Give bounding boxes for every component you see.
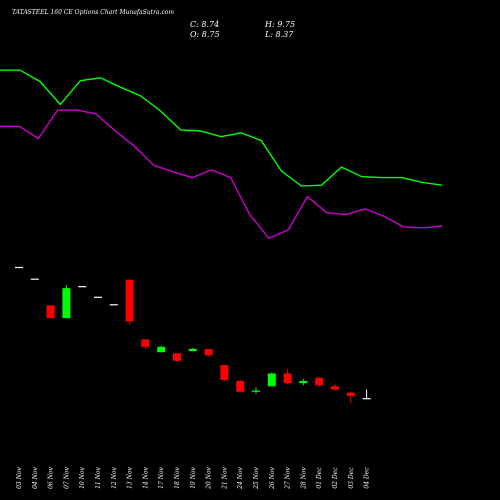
candle-body bbox=[299, 381, 308, 384]
open-label: O: 8.75 bbox=[190, 30, 220, 39]
candle-body bbox=[157, 346, 166, 353]
candle bbox=[173, 353, 181, 362]
candle-body bbox=[125, 279, 134, 322]
candles bbox=[15, 266, 371, 404]
x-tick-label: 24 Nov bbox=[237, 466, 244, 489]
candle-body bbox=[204, 349, 213, 356]
close-label: C: 8.74 bbox=[190, 20, 219, 29]
candle bbox=[141, 339, 150, 349]
x-tick-label: 04 Dec bbox=[364, 467, 371, 489]
low-label: L: 8.37 bbox=[264, 30, 294, 39]
candle-body bbox=[30, 278, 39, 280]
candle bbox=[62, 285, 71, 319]
candle-body bbox=[331, 386, 339, 390]
x-tick-label: 11 Nov bbox=[95, 466, 102, 488]
candle bbox=[346, 391, 355, 404]
candle-body bbox=[283, 373, 292, 384]
candle-body bbox=[267, 373, 276, 387]
x-tick-label: 14 Nov bbox=[142, 466, 149, 488]
x-tick-label: 10 Nov bbox=[79, 466, 86, 488]
candle-body bbox=[188, 349, 197, 352]
candle bbox=[283, 369, 292, 385]
x-tick-label: 01 Dec bbox=[316, 467, 323, 489]
candle-body bbox=[46, 305, 55, 319]
candle-body bbox=[173, 353, 181, 361]
candle bbox=[331, 384, 339, 391]
candle bbox=[204, 349, 213, 357]
x-tick-label: 28 Nov bbox=[300, 466, 307, 489]
candle-body bbox=[141, 339, 150, 347]
indicator-line-2 bbox=[0, 109, 443, 240]
x-tick-label: 03 Dec bbox=[348, 467, 355, 489]
candle bbox=[125, 279, 134, 325]
x-tick-label: 21 Nov bbox=[221, 466, 228, 489]
candle bbox=[30, 278, 39, 280]
chart-title: TATASTEEL 160 CE Options Chart MunafaSut… bbox=[12, 9, 174, 16]
x-tick-label: 06 Nov bbox=[48, 466, 55, 488]
candle bbox=[236, 379, 245, 393]
indicator-line-1 bbox=[0, 69, 443, 187]
candle bbox=[157, 345, 166, 353]
candle bbox=[220, 365, 229, 381]
candle-body bbox=[109, 304, 118, 306]
high-label: H: 9.75 bbox=[264, 20, 295, 29]
x-tick-label: 27 Nov bbox=[285, 466, 292, 489]
candle bbox=[15, 266, 23, 269]
candle bbox=[188, 347, 197, 352]
candle bbox=[267, 372, 276, 387]
candle-body bbox=[15, 266, 23, 269]
x-tick-label: 07 Nov bbox=[63, 466, 70, 488]
x-tick-label: 03 Nov bbox=[16, 466, 23, 488]
x-tick-label: 13 Nov bbox=[127, 466, 134, 488]
candle-body bbox=[94, 296, 102, 298]
candle bbox=[362, 389, 371, 400]
candle bbox=[46, 305, 55, 319]
candle-body bbox=[315, 377, 324, 386]
x-tick-label: 12 Nov bbox=[111, 466, 118, 488]
x-tick-label: 17 Nov bbox=[158, 466, 165, 488]
candle bbox=[109, 304, 118, 306]
indicator-lines bbox=[0, 69, 443, 240]
candle-body bbox=[78, 286, 87, 288]
candle-body bbox=[220, 365, 229, 380]
x-tick-label: 25 Nov bbox=[253, 466, 260, 489]
x-tick-label: 18 Nov bbox=[174, 466, 181, 488]
candle bbox=[299, 378, 308, 386]
x-tick-label: 19 Nov bbox=[190, 466, 197, 488]
candle-body bbox=[252, 390, 260, 392]
candle-body bbox=[62, 288, 71, 319]
candle bbox=[252, 387, 260, 394]
candle bbox=[78, 286, 87, 288]
candle-body bbox=[346, 392, 355, 396]
x-tick-label: 02 Dec bbox=[332, 467, 339, 489]
candle-body bbox=[236, 381, 245, 392]
x-tick-label: 20 Nov bbox=[206, 466, 213, 489]
candle bbox=[315, 377, 324, 387]
x-tick-label: 04 Nov bbox=[32, 466, 39, 488]
x-axis-ticks: 03 Nov 04 Nov 06 Nov 07 Nov 10 Nov 11 Nov 12 N… bbox=[16, 466, 371, 489]
candle bbox=[94, 296, 102, 298]
x-tick-label: 26 Nov bbox=[269, 466, 276, 489]
candle-body bbox=[362, 398, 371, 400]
